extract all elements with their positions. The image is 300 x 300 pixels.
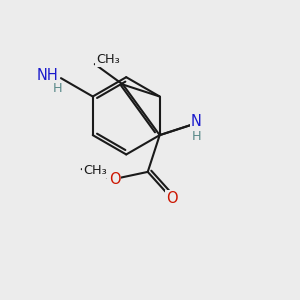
Text: NH: NH xyxy=(36,68,58,83)
Text: O: O xyxy=(109,172,120,187)
Text: N: N xyxy=(191,114,202,129)
Text: H: H xyxy=(192,130,202,143)
Text: H: H xyxy=(53,82,63,95)
Text: O: O xyxy=(166,191,177,206)
Text: CH₃: CH₃ xyxy=(83,164,107,177)
Text: CH₃: CH₃ xyxy=(96,53,120,66)
